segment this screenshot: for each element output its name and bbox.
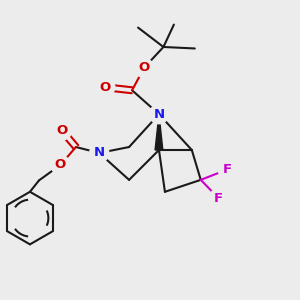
Circle shape [209,189,228,208]
Text: O: O [138,61,150,74]
Circle shape [134,58,154,77]
Circle shape [51,155,70,175]
Text: N: N [94,146,105,160]
Text: F: F [214,192,223,205]
Text: O: O [56,124,68,137]
Circle shape [96,78,115,97]
Text: O: O [55,158,66,171]
Circle shape [52,121,71,140]
Circle shape [149,105,169,124]
Circle shape [218,160,237,179]
Text: N: N [153,108,164,121]
Text: O: O [100,81,111,94]
Circle shape [90,143,109,163]
Text: F: F [223,163,232,176]
Polygon shape [155,114,163,150]
